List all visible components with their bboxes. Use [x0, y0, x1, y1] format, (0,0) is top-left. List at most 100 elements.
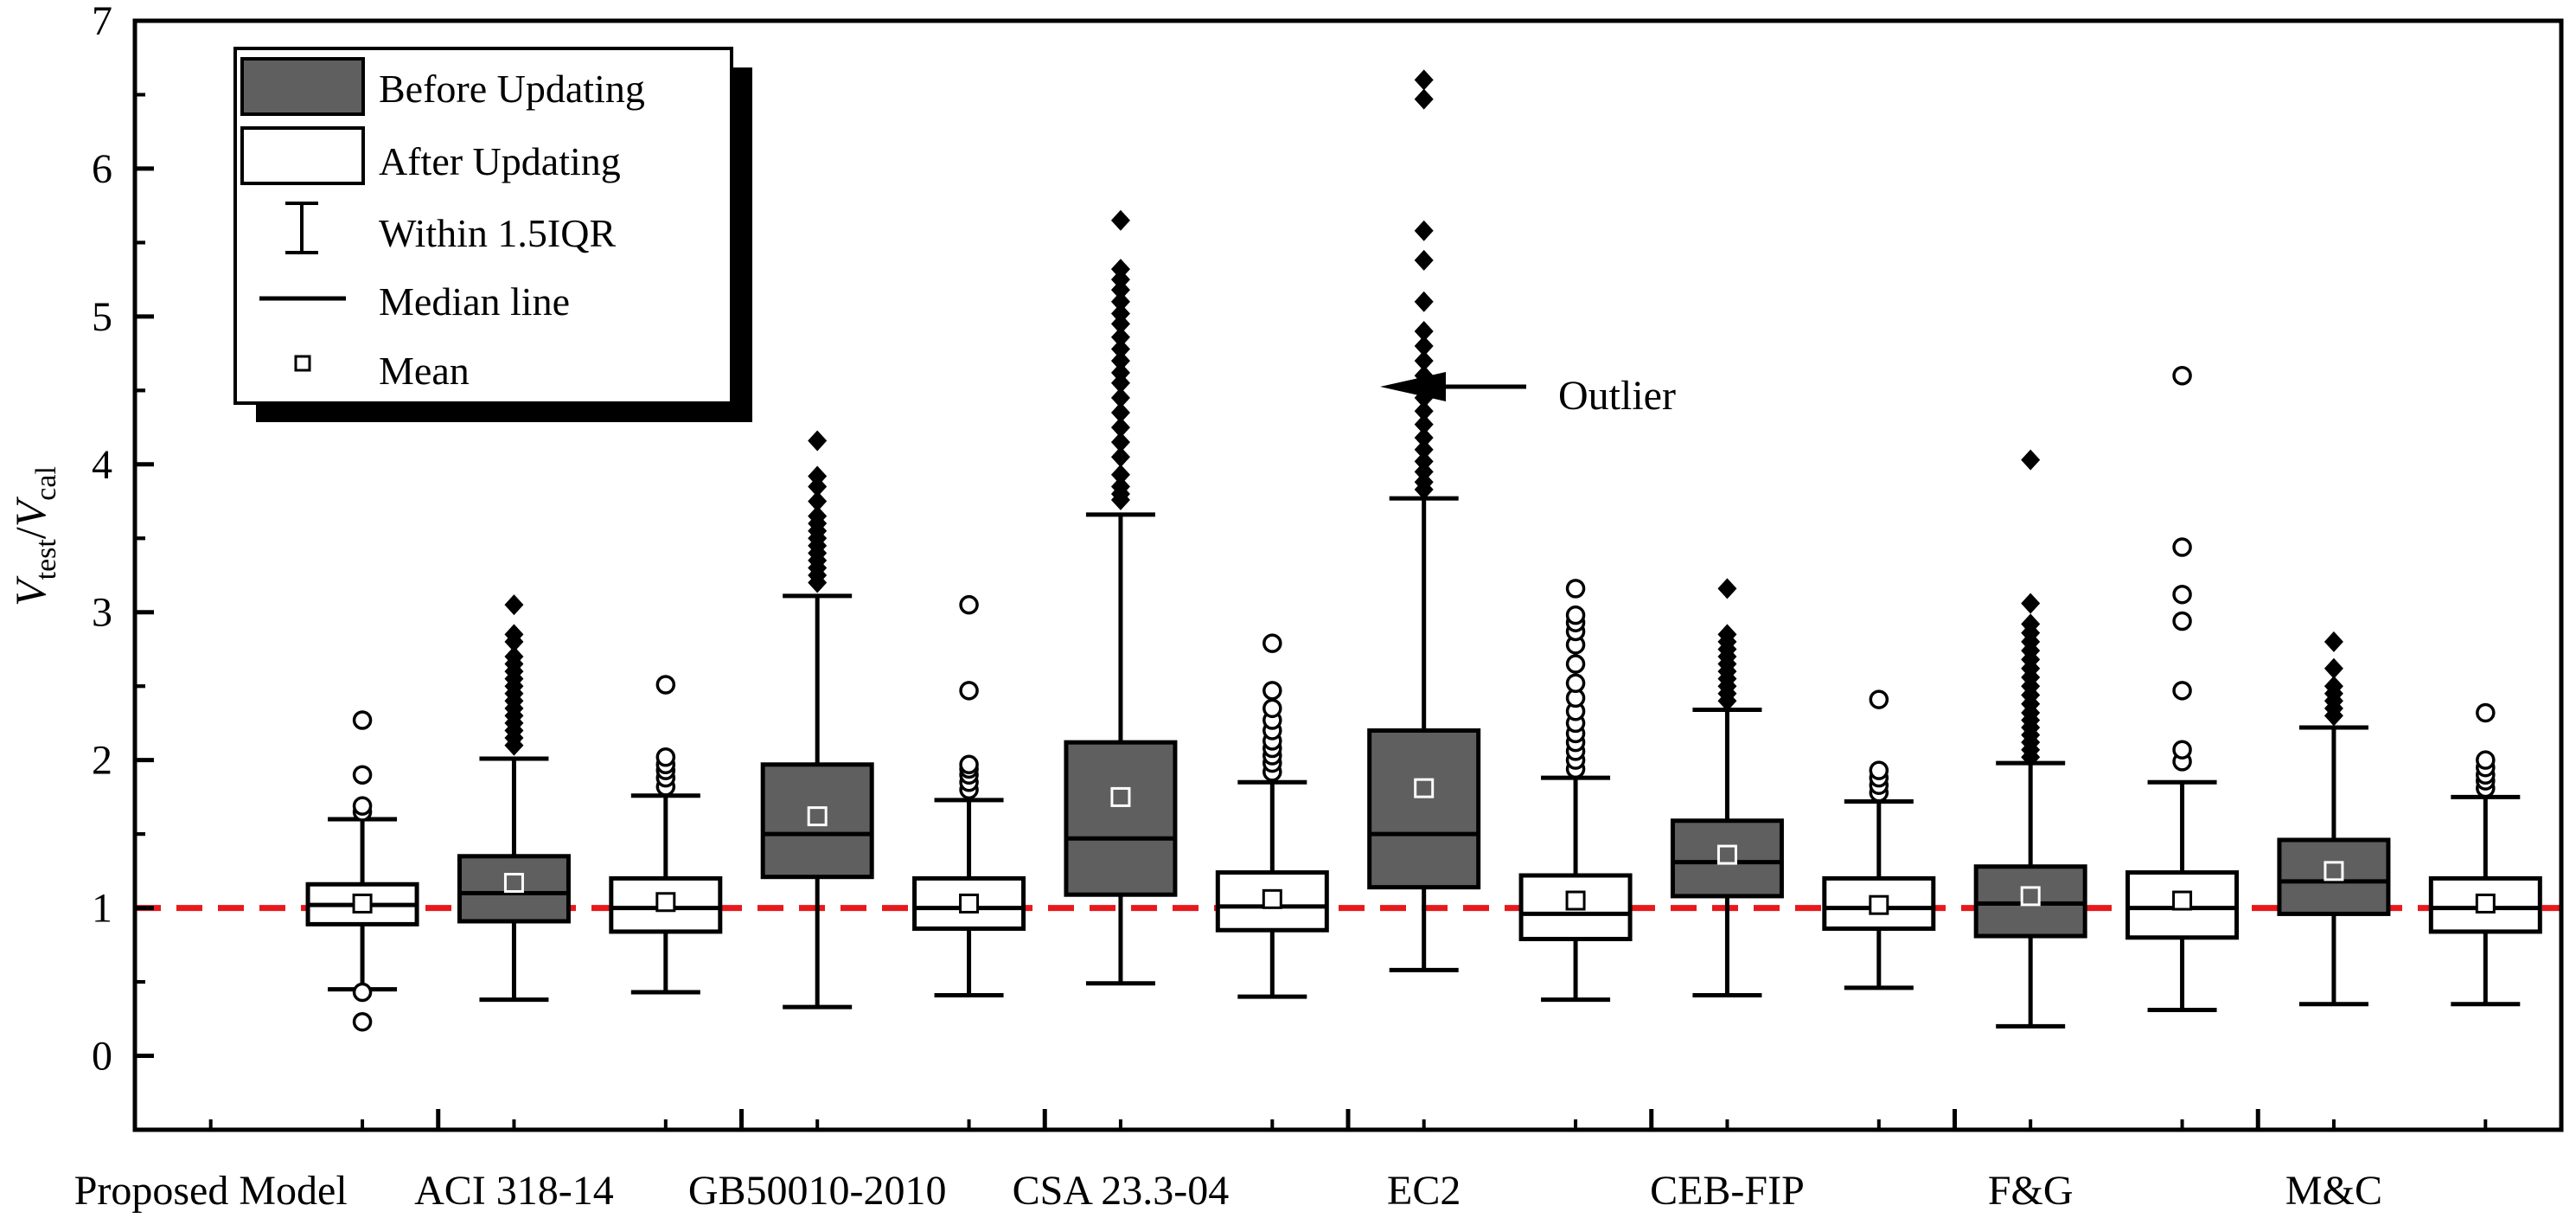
outlier-diamond: [2021, 449, 2041, 471]
outlier-circle: [1869, 689, 1889, 709]
outlier-circle: [1869, 760, 1889, 780]
box-before-1: [457, 594, 571, 1003]
outlier-diamond: [808, 430, 828, 452]
outlier-circle: [655, 675, 676, 695]
x-category-label: Proposed Model: [74, 1168, 348, 1214]
y-axis-label: Vtest/Vcal: [6, 466, 62, 606]
outlier-diamond: [1110, 401, 1130, 423]
box-before-5: [1064, 209, 1178, 986]
y-tick-label: 2: [92, 738, 112, 784]
outlier-diamond: [1110, 387, 1130, 408]
outlier-circle: [2172, 365, 2192, 386]
y-tick-label: 1: [92, 886, 112, 932]
iqr-box: [1064, 740, 1178, 897]
mean-marker: [959, 893, 980, 914]
outlier-circle: [1565, 673, 1586, 694]
outlier-diamond: [1414, 350, 1434, 372]
outlier-diamond: [808, 465, 828, 487]
box-before-3: [760, 430, 874, 1010]
outlier-diamond: [2324, 631, 2343, 652]
outlier-circle: [352, 765, 373, 785]
y-tick-label: 4: [92, 442, 112, 488]
outlier-diamond: [1110, 350, 1130, 372]
box-after-12: [2125, 365, 2240, 1013]
outlier-diamond: [1110, 417, 1130, 439]
mean-marker: [2172, 890, 2193, 911]
x-category-label: CSA 23.3-04: [1013, 1168, 1230, 1214]
x-category-label: ACI 318-14: [414, 1168, 614, 1214]
box-after-2: [609, 675, 723, 995]
outlier-circle: [352, 1011, 373, 1032]
mean-marker: [2324, 861, 2344, 881]
axis-layer: 0 1 2 3 4 5 6 7 Proposed Model ACI 318-14 GB50010-…: [74, 0, 2564, 1214]
outlier-annotation: Outlier: [1380, 372, 1676, 419]
box-before-9: [1670, 578, 1784, 997]
outlier-diamond: [1414, 88, 1434, 110]
outlier-diamond: [1414, 401, 1434, 422]
mean-marker: [1414, 778, 1435, 798]
outlier-diamond: [1110, 476, 1130, 497]
outlier-diamond: [808, 490, 828, 512]
x-category-label: GB50010-2010: [688, 1168, 947, 1214]
box-after-4: [912, 594, 1026, 997]
y-tick-label: 6: [92, 146, 112, 192]
outlier-diamond: [504, 624, 524, 645]
mean-marker: [1262, 888, 1282, 909]
mean-marker: [2020, 886, 2041, 907]
legend-after-swatch: [240, 126, 365, 185]
outlier-circle: [352, 982, 373, 1003]
outlier-diamond: [1414, 320, 1434, 342]
box-before-11: [1973, 449, 2087, 1029]
outlier-diamond: [504, 594, 524, 616]
outlier-circle: [2172, 584, 2192, 605]
outlier-diamond: [504, 646, 524, 668]
x-category-label: CEB-FIP: [1650, 1168, 1805, 1214]
legend-after-label: After Updating: [379, 139, 621, 183]
iqr-box: [1367, 728, 1481, 890]
outlier-circle: [1262, 698, 1282, 719]
box-layer: [305, 69, 2542, 1032]
outlier-circle: [655, 747, 676, 767]
legend-whisker-icon: [285, 202, 318, 254]
outlier-diamond: [1110, 362, 1130, 383]
mean-marker: [1565, 890, 1586, 911]
legend: Before Updating After Updating Within 1.…: [233, 47, 752, 422]
outlier-circle: [1565, 579, 1586, 599]
x-category-label: F&G: [1988, 1168, 2074, 1214]
mean-marker: [1716, 844, 1737, 865]
outlier-diamond: [1110, 432, 1130, 453]
box-before-13: [2277, 631, 2391, 1007]
outlier-circle: [2172, 537, 2192, 557]
outlier-diamond: [2324, 657, 2343, 679]
mean-marker: [1110, 786, 1131, 807]
x-category-label: EC2: [1387, 1168, 1461, 1214]
box-after-8: [1518, 579, 1633, 1003]
mean-marker: [503, 873, 524, 894]
outlier-arrow-head: [1380, 372, 1446, 401]
outlier-diamond: [1414, 69, 1434, 91]
outlier-diamond: [1717, 578, 1737, 599]
outlier-diamond: [1110, 209, 1130, 231]
box-after-0: [305, 710, 419, 1032]
outlier-diamond: [1110, 464, 1130, 485]
outlier-diamond: [1110, 446, 1130, 468]
outlier-diamond: [1414, 427, 1434, 449]
mean-marker: [655, 892, 676, 913]
outlier-diamond: [1110, 303, 1130, 324]
box-before-7: [1367, 69, 1481, 972]
iqr-box: [2428, 875, 2542, 934]
box-after-14: [2428, 702, 2542, 1007]
outlier-diamond: [1414, 249, 1434, 271]
outlier-circle: [959, 594, 979, 615]
outlier-diamond: [2021, 613, 2041, 635]
outlier-circle: [2476, 702, 2496, 723]
outlier-diamond: [1110, 291, 1130, 312]
outlier-diamond: [2021, 593, 2041, 614]
box-after-10: [1822, 689, 1936, 990]
outlier-diamond: [1110, 259, 1130, 280]
legend-before-swatch: [240, 57, 365, 116]
outlier-circle: [1262, 633, 1282, 653]
outlier-diamond: [1414, 336, 1434, 357]
outlier-diamond: [1110, 326, 1130, 348]
y-tick-label: 7: [92, 0, 112, 44]
